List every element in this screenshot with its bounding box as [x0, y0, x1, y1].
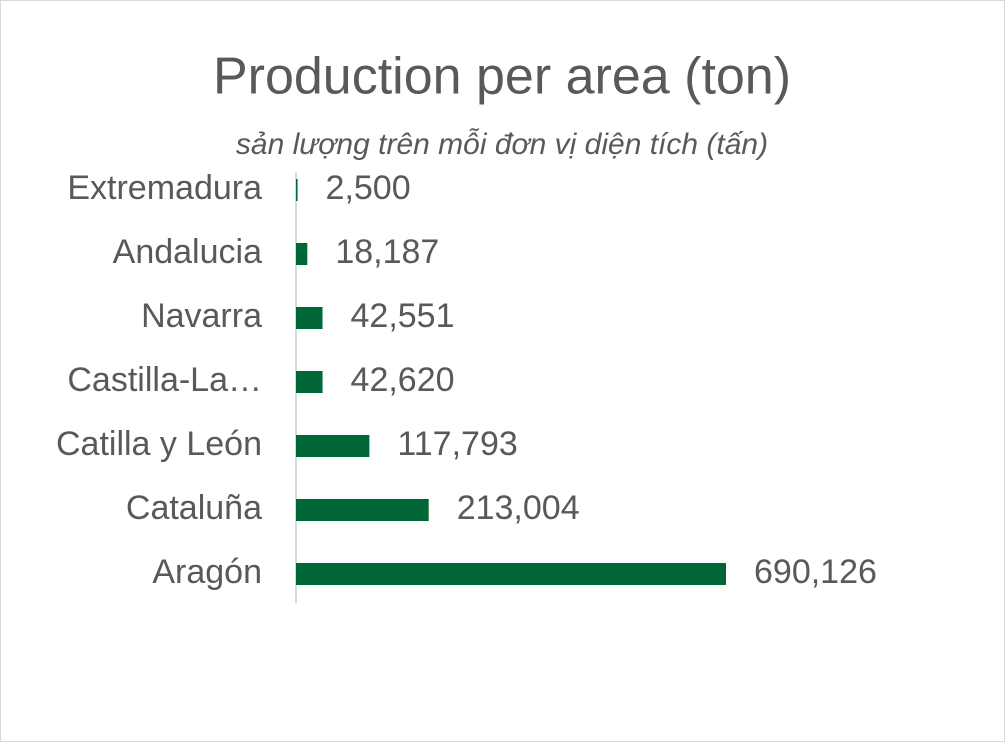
category-label: Extremadura — [67, 169, 262, 207]
chart-title: Production per area (ton) — [213, 48, 791, 106]
category-label: Navarra — [141, 297, 262, 335]
data-label: 117,793 — [397, 425, 517, 463]
data-label: 42,551 — [351, 297, 455, 335]
category-label: Andalucia — [113, 233, 262, 271]
bar — [296, 435, 370, 457]
category-label: Catilla y León — [56, 425, 262, 463]
bar — [296, 499, 429, 521]
bar — [296, 243, 308, 265]
data-label: 690,126 — [754, 553, 877, 591]
category-label: Cataluña — [126, 489, 262, 527]
category-label: Aragón — [152, 553, 262, 591]
data-label: 213,004 — [457, 489, 580, 527]
bar — [296, 307, 323, 329]
data-label: 18,187 — [335, 233, 439, 271]
category-label: Castilla-La… — [67, 361, 262, 399]
bar — [296, 179, 298, 201]
chart-subtitle: sản lượng trên mỗi đơn vị diện tích (tấn… — [236, 128, 768, 161]
bar — [296, 563, 726, 585]
data-label: 2,500 — [326, 169, 411, 207]
data-label: 42,620 — [351, 361, 455, 399]
bar — [296, 371, 323, 393]
